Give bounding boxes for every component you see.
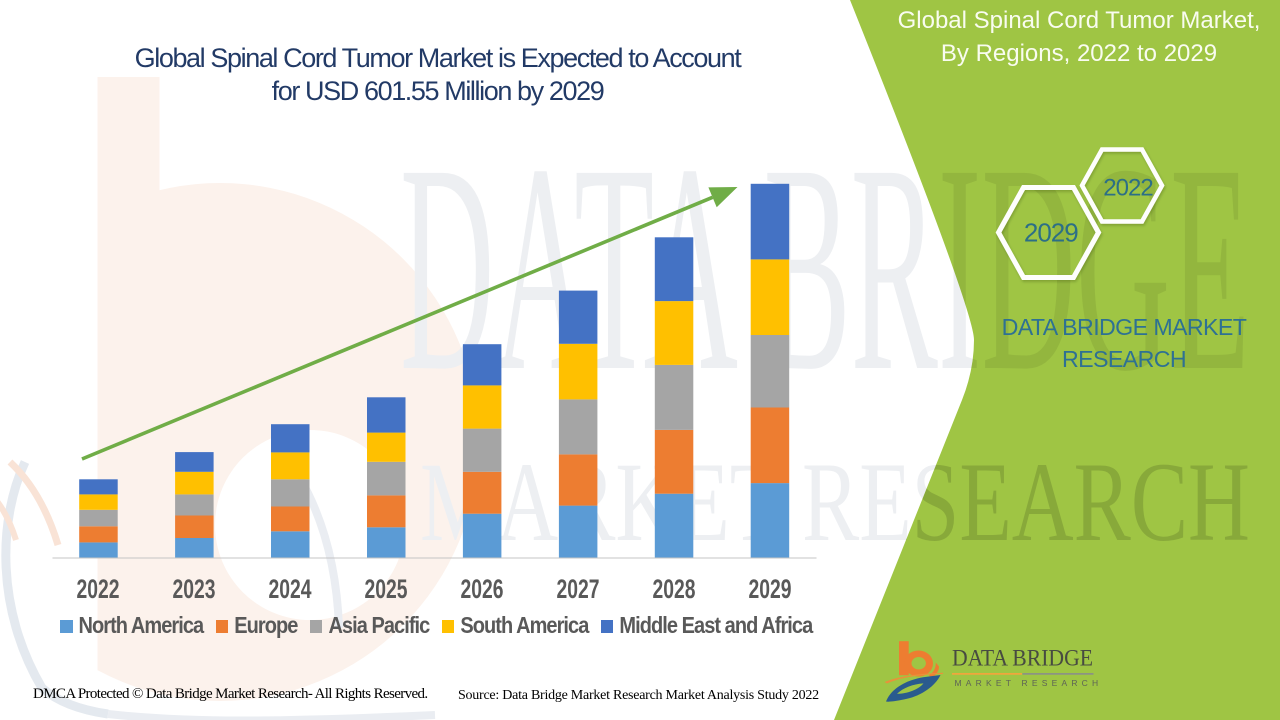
svg-text:MARKET RESEARCH: MARKET RESEARCH — [955, 678, 1103, 688]
svg-text:2029: 2029 — [1024, 218, 1078, 248]
svg-text:DATA BRIDGE: DATA BRIDGE — [952, 646, 1093, 671]
svg-text:2022: 2022 — [1103, 175, 1153, 202]
